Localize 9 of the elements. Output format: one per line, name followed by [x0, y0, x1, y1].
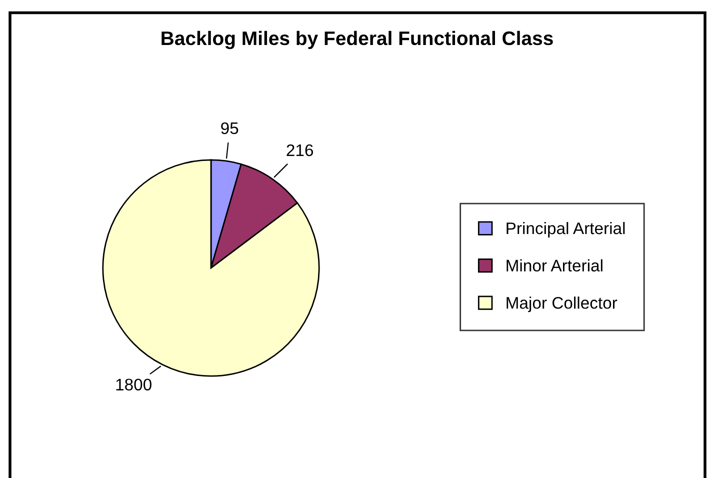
pie-slice	[102, 159, 320, 377]
legend-label: Major Collector	[506, 296, 618, 312]
data-label: 95	[221, 122, 238, 134]
pie-slice	[210, 163, 298, 269]
legend-label: Principal Arterial	[506, 222, 625, 238]
data-label: 1800	[116, 378, 152, 390]
data-label: 216	[286, 144, 314, 156]
chart-title: Backlog Miles by Federal Functional Class	[162, 30, 553, 50]
legend-label: Minor Arterial	[506, 259, 602, 272]
